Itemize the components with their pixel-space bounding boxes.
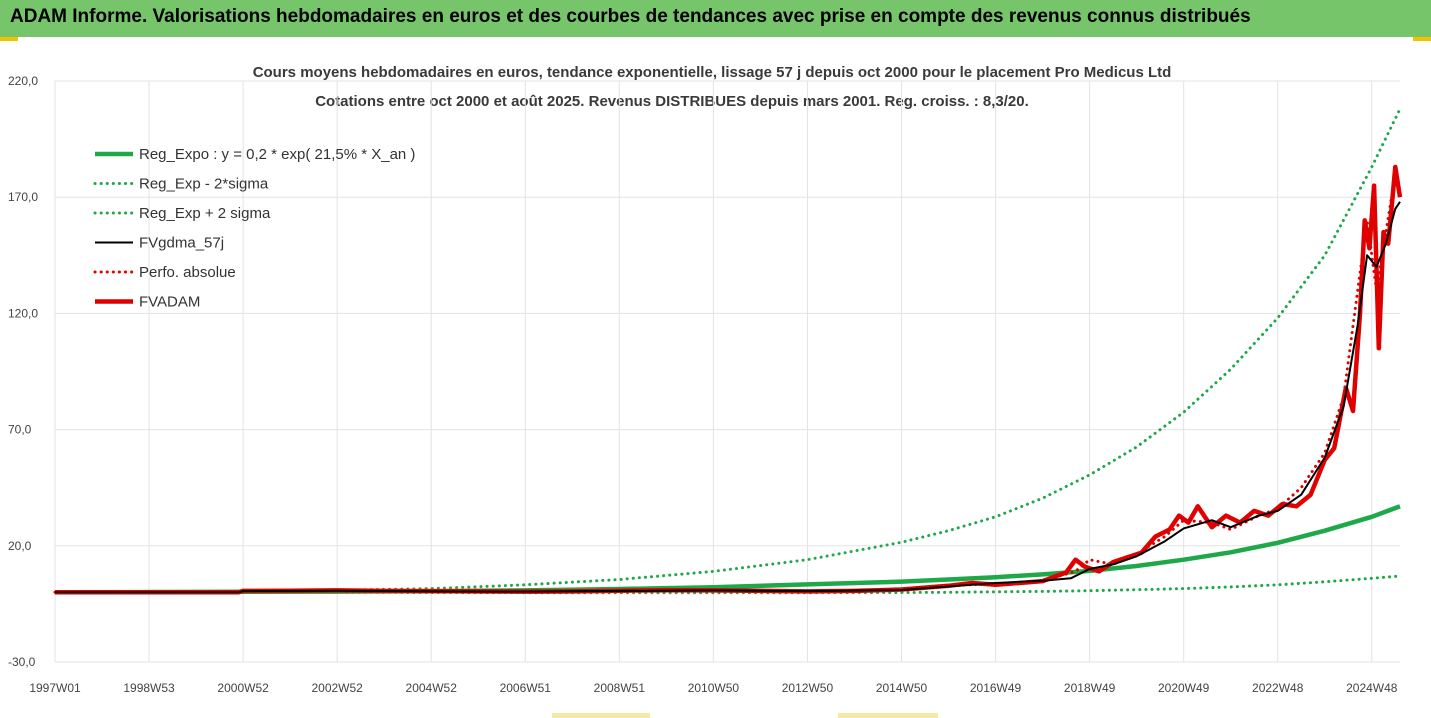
chart-title: Cours moyens hebdomadaires en euros, ten… xyxy=(253,64,1172,81)
legend-label: Reg_Exp + 2 sigma xyxy=(139,205,271,222)
x-tick-label: 2010W50 xyxy=(688,681,740,695)
x-tick-label: 2018W49 xyxy=(1064,681,1116,695)
x-tick-label: 2014W50 xyxy=(876,681,928,695)
x-tick-label: 2006W51 xyxy=(500,681,552,695)
x-tick-label: 2002W52 xyxy=(311,681,363,695)
chart: Cours moyens hebdomadaires en euros, ten… xyxy=(8,64,1403,695)
y-tick-label: 120,0 xyxy=(8,306,38,320)
series-line xyxy=(55,164,1403,595)
legend-label: Reg_Exp - 2*sigma xyxy=(139,176,269,193)
page-title: ADAM Informe. Valorisations hebdomadaire… xyxy=(10,6,1251,27)
series-line xyxy=(55,201,1401,594)
x-tick-label: 2004W52 xyxy=(406,681,458,695)
y-tick-label: 170,0 xyxy=(8,190,38,204)
legend-label: Reg_Expo : y = 0,2 * exp( 21,5% * X_an ) xyxy=(139,146,415,163)
plot-area xyxy=(53,107,1403,595)
x-tick-label: 2020W49 xyxy=(1158,681,1210,695)
series-line xyxy=(241,107,1402,593)
x-tick-label: 1997W01 xyxy=(29,681,81,695)
y-tick-label: 70,0 xyxy=(8,423,32,437)
legend-label: Perfo. absolue xyxy=(139,264,236,281)
x-tick-label: 1998W53 xyxy=(123,681,175,695)
header-bar: ADAM Informe. Valorisations hebdomadaire… xyxy=(0,0,1431,37)
y-axis: -30,0 20,0 70,0 120,0 170,0 220,0 xyxy=(8,74,38,669)
grid xyxy=(54,80,1400,663)
legend: Reg_Expo : y = 0,2 * exp( 21,5% * X_an )… xyxy=(93,146,415,311)
accent-mark-right xyxy=(1413,37,1431,41)
accent-mark-left xyxy=(0,37,18,41)
accent-mark-bottom xyxy=(552,713,650,718)
x-axis: 1997W01 1998W53 2000W52 2002W52 2004W52 2006W… xyxy=(29,681,1397,695)
series-line xyxy=(53,172,1402,594)
accent-mark-bottom xyxy=(838,713,938,718)
x-tick-label: 2008W51 xyxy=(594,681,646,695)
x-tick-label: 2000W52 xyxy=(217,681,269,695)
x-tick-label: 2016W49 xyxy=(970,681,1022,695)
chart-subtitle: Cotations entre oct 2000 et août 2025. R… xyxy=(315,93,1029,110)
x-tick-label: 2012W50 xyxy=(782,681,834,695)
x-tick-label: 2024W48 xyxy=(1346,681,1398,695)
y-tick-label: 220,0 xyxy=(8,74,38,88)
y-tick-label: -30,0 xyxy=(8,655,36,669)
y-tick-label: 20,0 xyxy=(8,539,32,553)
legend-label: FVADAM xyxy=(139,294,200,311)
legend-label: FVgdma_57j xyxy=(139,235,224,252)
x-tick-label: 2022W48 xyxy=(1252,681,1304,695)
series-line xyxy=(54,504,1401,595)
